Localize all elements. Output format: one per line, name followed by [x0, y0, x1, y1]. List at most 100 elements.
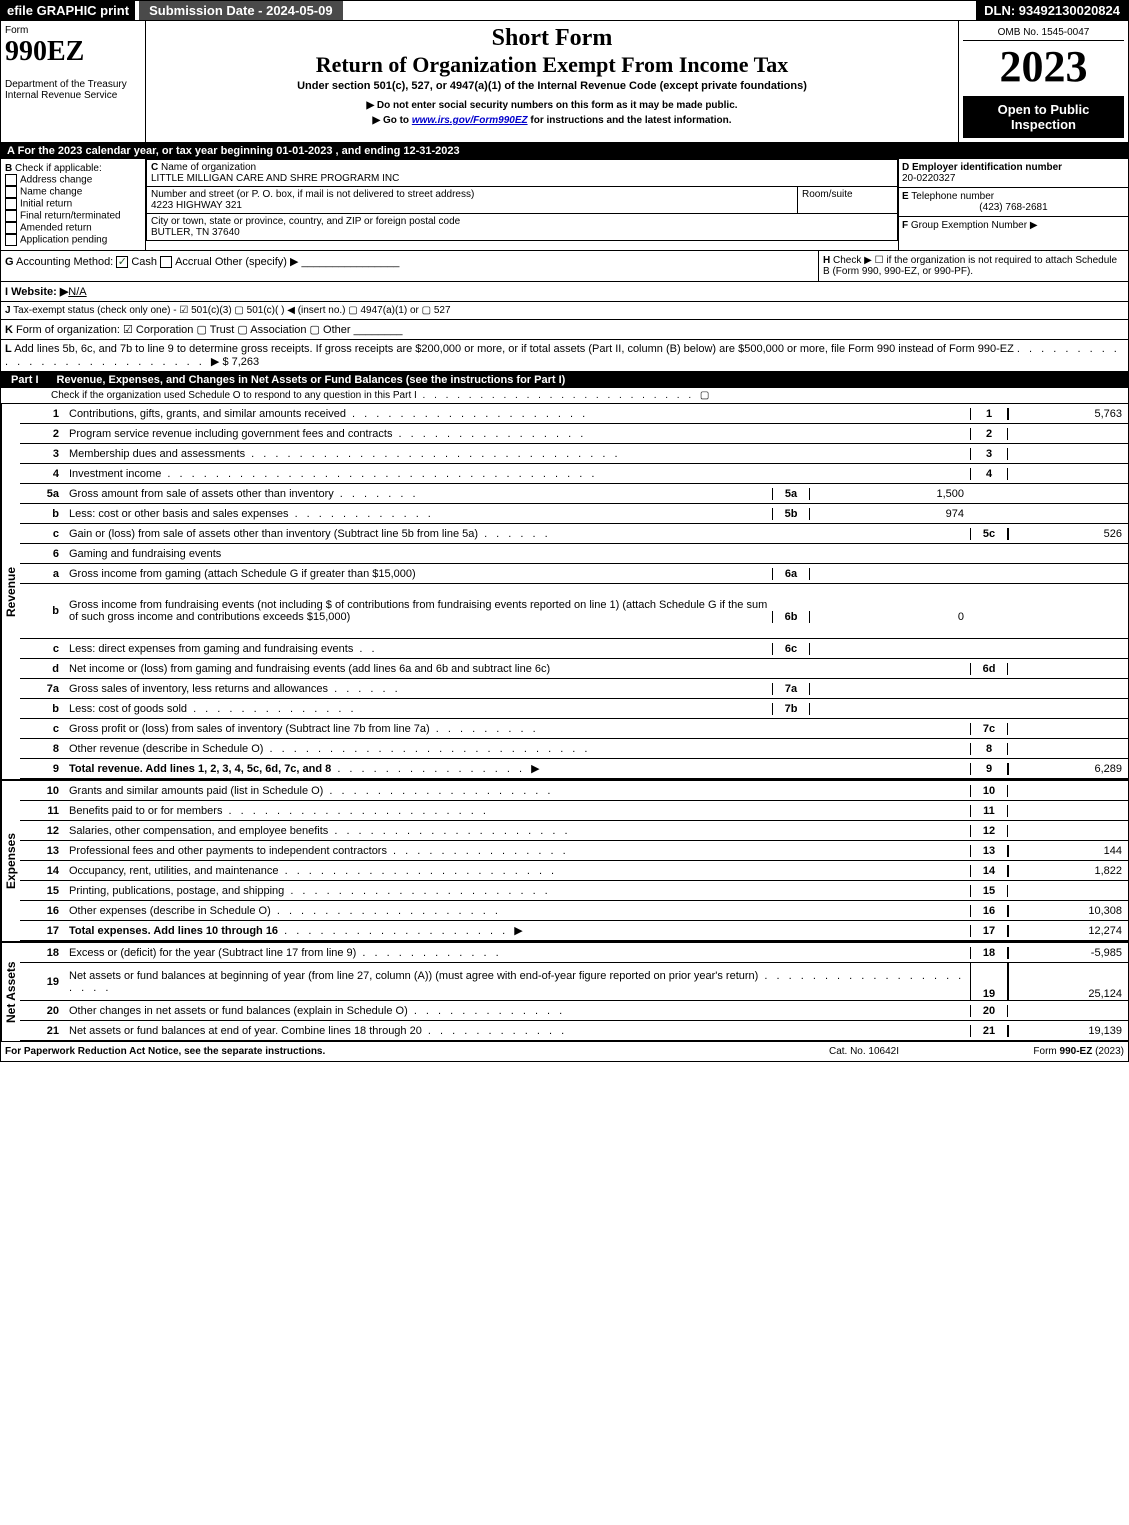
line-2: 2Program service revenue including gover…	[20, 424, 1128, 444]
dln-number: DLN: 93492130020824	[976, 1, 1128, 20]
section-b: B Check if applicable: Address change Na…	[1, 159, 146, 250]
l6b-sub: 0	[810, 611, 970, 623]
header-left: Form 990EZ Department of the Treasury In…	[1, 21, 146, 142]
l5a-desc: Gross amount from sale of assets other t…	[69, 488, 334, 500]
phone-value: (423) 768-2681	[902, 202, 1125, 213]
l4-desc: Investment income	[69, 468, 161, 480]
other-label: Other (specify) ▶	[215, 256, 299, 268]
amended-checkbox[interactable]	[5, 222, 17, 234]
l11-desc: Benefits paid to or for members	[69, 805, 222, 817]
l14-amt: 1,822	[1008, 865, 1128, 877]
form-word: Form	[5, 25, 28, 36]
website-label: Website: ▶	[11, 286, 68, 298]
netassets-block: Net Assets 18Excess or (deficit) for the…	[1, 941, 1128, 1041]
l7c-desc: Gross profit or (loss) from sales of inv…	[69, 723, 430, 735]
street-addr: 4223 HIGHWAY 321	[151, 200, 242, 211]
l2-desc: Program service revenue including govern…	[69, 428, 392, 440]
ein-value: 20-0220327	[902, 173, 955, 184]
accrual-checkbox[interactable]	[160, 256, 172, 268]
line-i: I Website: ▶N/A	[1, 282, 1128, 302]
line-7a: 7aGross sales of inventory, less returns…	[20, 679, 1128, 699]
l6a-desc: Gross income from gaming (attach Schedul…	[69, 568, 772, 580]
section-def: D Employer identification number20-02203…	[898, 159, 1128, 250]
footer-left: For Paperwork Reduction Act Notice, see …	[5, 1046, 764, 1057]
addr-change-checkbox[interactable]	[5, 174, 17, 186]
warn-line: ▶ Do not enter social security numbers o…	[152, 100, 952, 111]
line-18: 18Excess or (deficit) for the year (Subt…	[20, 943, 1128, 963]
l1-desc: Contributions, gifts, grants, and simila…	[69, 408, 346, 420]
goto-line: ▶ Go to www.irs.gov/Form990EZ for instru…	[152, 115, 952, 126]
l17-desc: Total expenses. Add lines 10 through 16	[69, 925, 278, 937]
l5b-desc: Less: cost or other basis and sales expe…	[69, 508, 289, 520]
line-6d: dNet income or (loss) from gaming and fu…	[20, 659, 1128, 679]
initial-checkbox[interactable]	[5, 198, 17, 210]
city-label: City or town, state or province, country…	[151, 216, 460, 227]
expense-rows: 10Grants and similar amounts paid (list …	[20, 781, 1128, 941]
l21-desc: Net assets or fund balances at end of ye…	[69, 1025, 422, 1037]
undersection: Under section 501(c), 527, or 4947(a)(1)…	[152, 80, 952, 92]
l-text: Add lines 5b, 6c, and 7b to line 9 to de…	[14, 343, 1014, 355]
opt-amend: Amended return	[20, 223, 92, 234]
l16-amt: 10,308	[1008, 905, 1128, 917]
l13-desc: Professional fees and other payments to …	[69, 845, 387, 857]
l3-desc: Membership dues and assessments	[69, 448, 245, 460]
accrual-label: Accrual	[175, 256, 212, 268]
opt-final: Final return/terminated	[20, 211, 121, 222]
website-value: N/A	[68, 286, 86, 298]
l16-desc: Other expenses (describe in Schedule O)	[69, 905, 271, 917]
netasset-rows: 18Excess or (deficit) for the year (Subt…	[20, 943, 1128, 1041]
l17-amt: 12,274	[1008, 925, 1128, 937]
line-17: 17Total expenses. Add lines 10 through 1…	[20, 921, 1128, 941]
l6-desc: Gaming and fundraising events	[65, 548, 970, 560]
section-gh: G Accounting Method: Cash Accrual Other …	[1, 251, 1128, 282]
line-6a: aGross income from gaming (attach Schedu…	[20, 564, 1128, 584]
expenses-vlabel: Expenses	[1, 781, 20, 941]
line-10: 10Grants and similar amounts paid (list …	[20, 781, 1128, 801]
room-label: Room/suite	[802, 189, 853, 200]
irs-link[interactable]: www.irs.gov/Form990EZ	[412, 115, 528, 126]
line-11: 11Benefits paid to or for members . . . …	[20, 801, 1128, 821]
line-6: 6Gaming and fundraising events	[20, 544, 1128, 564]
line-7b: bLess: cost of goods sold . . . . . . . …	[20, 699, 1128, 719]
revenue-block: Revenue 1Contributions, gifts, grants, a…	[1, 404, 1128, 779]
l5c-amt: 526	[1008, 528, 1128, 540]
form-990ez-container: efile GRAPHIC print Submission Date - 20…	[0, 0, 1129, 1062]
l18-desc: Excess or (deficit) for the year (Subtra…	[69, 947, 356, 959]
irs-label: Internal Revenue Service	[5, 90, 117, 101]
final-checkbox[interactable]	[5, 210, 17, 222]
part1-header: Part I Revenue, Expenses, and Changes in…	[1, 372, 1128, 388]
l9-amt: 6,289	[1008, 763, 1128, 775]
part1-label: Part I	[1, 372, 49, 388]
opt-name: Name change	[20, 187, 82, 198]
efile-label: efile GRAPHIC print	[1, 1, 135, 20]
l8-desc: Other revenue (describe in Schedule O)	[69, 743, 263, 755]
name-change-checkbox[interactable]	[5, 186, 17, 198]
l21-amt: 19,139	[1008, 1025, 1128, 1037]
k-text: Form of organization: ☑ Corporation ▢ Tr…	[16, 324, 351, 336]
l7a-desc: Gross sales of inventory, less returns a…	[69, 683, 328, 695]
l6c-desc: Less: direct expenses from gaming and fu…	[69, 643, 353, 655]
cash-label: Cash	[131, 256, 157, 268]
line-13: 13Professional fees and other payments t…	[20, 841, 1128, 861]
page-footer: For Paperwork Reduction Act Notice, see …	[1, 1041, 1128, 1061]
l18-amt: -5,985	[1008, 947, 1128, 959]
header-center: Short Form Return of Organization Exempt…	[146, 21, 958, 142]
opt-pending: Application pending	[20, 235, 107, 246]
section-c: C Name of organizationLITTLE MILLIGAN CA…	[146, 159, 898, 250]
h-text: Check ▶ ☐ if the organization is not req…	[823, 255, 1117, 277]
g-label: Accounting Method:	[16, 256, 113, 268]
cash-checkbox[interactable]	[116, 256, 128, 268]
org-name: LITTLE MILLIGAN CARE AND SHRE PROGRARM I…	[151, 173, 399, 184]
part1-checkbox[interactable]: ▢	[700, 390, 709, 401]
line-16: 16Other expenses (describe in Schedule O…	[20, 901, 1128, 921]
line-5c: cGain or (loss) from sale of assets othe…	[20, 524, 1128, 544]
l19-amt: 25,124	[1008, 963, 1128, 1000]
header-right: OMB No. 1545-0047 2023 Open to Public In…	[958, 21, 1128, 142]
l1-amt: 5,763	[1008, 408, 1128, 420]
line-a: A For the 2023 calendar year, or tax yea…	[1, 143, 1128, 159]
line-6b: bGross income from fundraising events (n…	[20, 584, 1128, 639]
expenses-block: Expenses 10Grants and similar amounts pa…	[1, 779, 1128, 941]
c-name-label: Name of organization	[161, 162, 256, 173]
pending-checkbox[interactable]	[5, 234, 17, 246]
line-8: 8Other revenue (describe in Schedule O) …	[20, 739, 1128, 759]
